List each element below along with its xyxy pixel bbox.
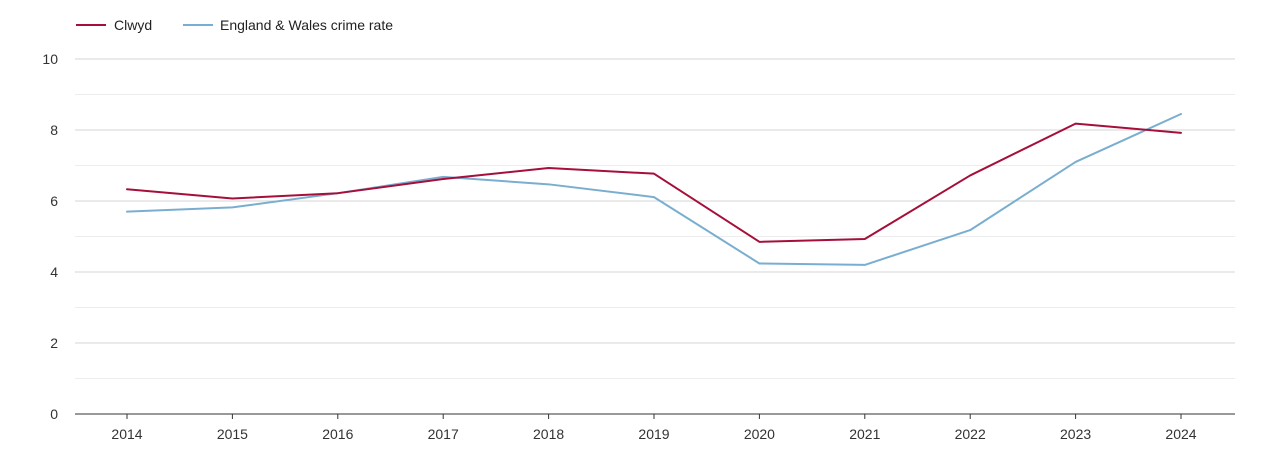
series-group (126, 113, 1182, 266)
y-tick-label: 6 (50, 193, 58, 209)
y-axis: 0 2 4 6 8 10 (42, 51, 58, 422)
legend: Clwyd England & Wales crime rate (76, 17, 393, 33)
y-tick-label: 0 (50, 406, 58, 422)
x-tick-label: 2014 (111, 426, 142, 442)
y-tick-label: 8 (50, 122, 58, 138)
x-tick-label: 2018 (533, 426, 564, 442)
y-tick-label: 2 (50, 335, 58, 351)
x-tick-label: 2015 (217, 426, 248, 442)
gridlines (75, 58, 1235, 379)
legend-label-clwyd: Clwyd (114, 17, 152, 33)
y-tick-label: 10 (42, 51, 58, 67)
series-line-clwyd (126, 122, 1182, 243)
x-tick-label: 2023 (1060, 426, 1091, 442)
x-tick-label: 2020 (744, 426, 775, 442)
series-line-england-wales (126, 113, 1182, 266)
legend-label-england-wales: England & Wales crime rate (220, 17, 393, 33)
x-tick-label: 2016 (322, 426, 353, 442)
x-tick-label: 2019 (638, 426, 669, 442)
x-tick-label: 2017 (428, 426, 459, 442)
x-tick-label: 2024 (1165, 426, 1196, 442)
x-tick-label: 2021 (849, 426, 880, 442)
y-tick-label: 4 (50, 264, 58, 280)
x-axis: 2014 2015 2016 2017 2018 2019 2020 2021 2022 2023… (75, 413, 1235, 442)
x-tick-label: 2022 (955, 426, 986, 442)
